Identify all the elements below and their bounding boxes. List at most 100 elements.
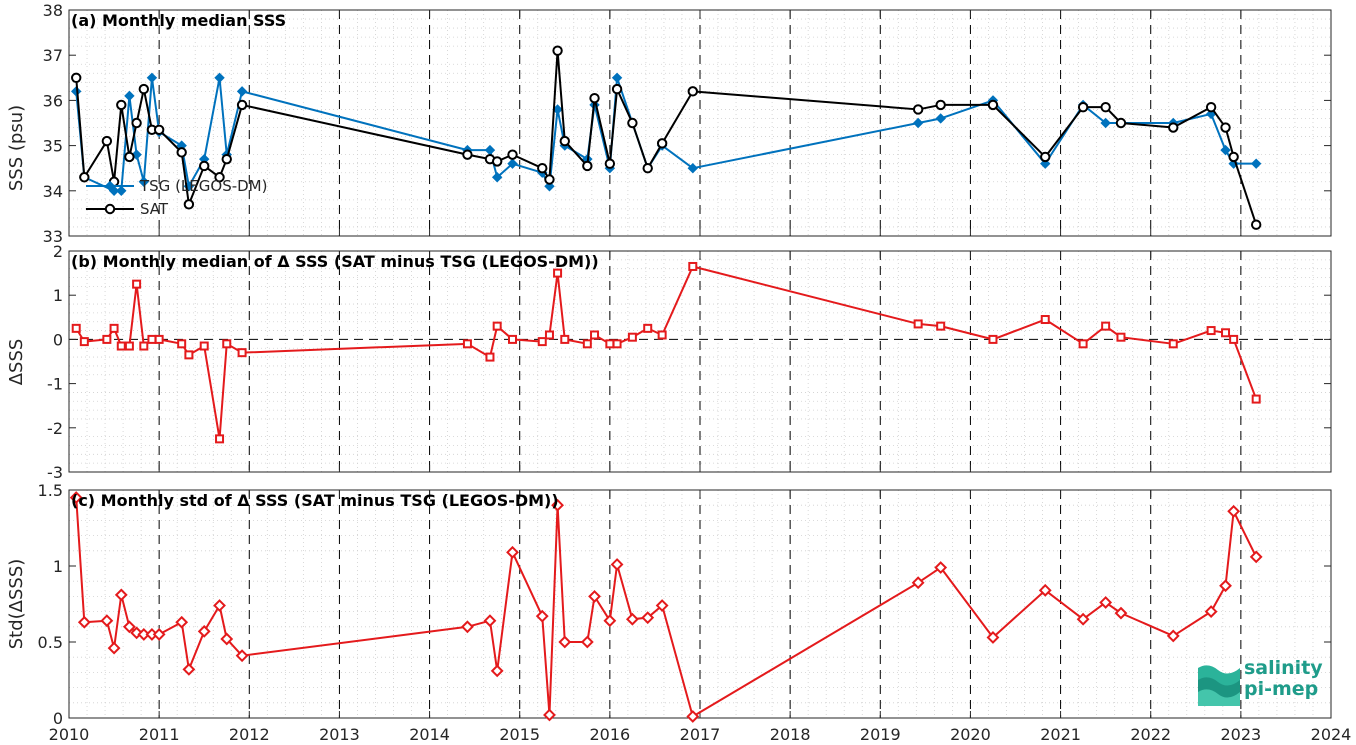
- panel-a-sat-point: [604, 158, 616, 169]
- panel-c-delta-point: [1076, 612, 1090, 626]
- panel-b-delta-point: [544, 330, 554, 340]
- panel-c-delta-point: [182, 662, 196, 676]
- panel-a-sat-point: [1077, 101, 1089, 113]
- panel-a-sat-point: [71, 72, 82, 84]
- wave-icon: [1198, 665, 1240, 706]
- panel-b-delta-point: [988, 334, 998, 344]
- panel-c-delta-point: [580, 635, 594, 649]
- panel-b-delta-point: [508, 334, 518, 344]
- panel-a-sat-point: [656, 138, 668, 149]
- panel-a-sat-point: [1228, 151, 1239, 163]
- salinity-pi-mep-logo: salinity pi-mep: [1196, 658, 1326, 708]
- panel-b-delta-point: [222, 339, 232, 349]
- panel-a-sat-point: [552, 45, 563, 56]
- panel-a-sat-point: [153, 124, 165, 135]
- panel-a-sat-point: [138, 83, 150, 95]
- panel-a-sat-point: [912, 104, 924, 115]
- panel-c-delta-point: [235, 649, 249, 663]
- panel-b-delta-point: [627, 332, 637, 342]
- xtick-label: 2015: [499, 725, 540, 744]
- panel-b-delta-point: [582, 339, 592, 349]
- panel-b-delta-point: [124, 341, 134, 351]
- panel-c-delta-point: [213, 599, 226, 612]
- panel-b-ytick-label: -1: [47, 375, 63, 394]
- panel-a-tsg-point: [1250, 158, 1262, 169]
- panel-a-ytick-label: 36: [43, 91, 63, 110]
- logo-line-2: pi-mep: [1244, 678, 1319, 700]
- panel-c-delta-point: [69, 491, 83, 505]
- panel-b-delta-point: [1229, 334, 1239, 344]
- panel-a-ytick-label: 38: [43, 1, 63, 20]
- panel-c-delta-point: [107, 641, 121, 655]
- panel-b-delta-point: [492, 321, 502, 331]
- panel-c-ytick-label: 0.5: [38, 633, 63, 652]
- legend-sat-label: SAT: [140, 200, 169, 218]
- panel-c-delta-point: [911, 576, 925, 590]
- panel-b-title: (b) Monthly median of Δ SSS (SAT minus T…: [71, 252, 599, 271]
- panel-c-delta-point: [655, 599, 669, 612]
- panel-a-tsg-point: [912, 117, 924, 129]
- xtick-label: 2022: [1130, 725, 1171, 744]
- panel-a-sat-point: [987, 99, 999, 111]
- panel-a-sat-line: [75, 49, 1258, 226]
- panel-c-ytick-label: 0: [53, 709, 63, 728]
- panel-c-ytick-label: 1.5: [38, 481, 63, 500]
- panel-a-tsg-point: [214, 72, 225, 84]
- panel-c-delta-point: [1099, 596, 1113, 609]
- xtick-label: 2010: [49, 725, 90, 744]
- panel-a-ylabel: SSS (psu): [6, 105, 27, 191]
- panel-b-delta-point: [139, 341, 149, 351]
- panel-a-tsg-point: [124, 90, 135, 102]
- panel-b-delta-point: [936, 321, 946, 331]
- xtick-label: 2017: [680, 725, 721, 744]
- panel-b-delta-point: [1116, 332, 1126, 342]
- panel-c-delta-point: [551, 498, 564, 512]
- panel-a-sat-point: [1250, 219, 1262, 230]
- xtick-label: 2021: [1040, 725, 1081, 744]
- xtick-label: 2013: [319, 725, 360, 744]
- panel-c-delta-point: [77, 615, 91, 629]
- panel-a-sat-point: [935, 99, 946, 111]
- panel-c-delta-point: [1227, 504, 1241, 518]
- panel-c-delta-point: [152, 627, 166, 641]
- panel-a-sat-point: [611, 83, 623, 95]
- panel-a-sat-point: [589, 92, 600, 104]
- panel-b-delta-point: [590, 330, 600, 340]
- xtick-label: 2024: [1311, 725, 1352, 744]
- panel-a-tsg-point: [491, 172, 503, 183]
- panel-a-sat-point: [642, 163, 653, 174]
- panel-a-sat-point: [1205, 101, 1217, 113]
- panel-c-delta-point: [1038, 583, 1052, 597]
- panel-b-delta-point: [537, 337, 547, 347]
- panel-a-tsg-point: [1220, 144, 1231, 156]
- panel-a-tsg-point: [1100, 117, 1111, 129]
- panel-c-delta-point: [490, 664, 504, 678]
- panel-a-tsg-point: [138, 176, 150, 187]
- panel-c-delta-point: [506, 545, 519, 559]
- panel-a-sat-point: [582, 160, 593, 172]
- panel-b-ytick-label: 0: [53, 330, 63, 349]
- panel-b-delta-point: [1101, 321, 1111, 331]
- panel-b-delta-point: [109, 323, 119, 333]
- panel-b-delta-point: [154, 334, 164, 344]
- panel-c-delta-point: [1166, 629, 1180, 643]
- panel-a-sat-point: [131, 117, 142, 129]
- panel-a-sat-point: [79, 172, 90, 183]
- panel-b-delta-point: [102, 334, 112, 344]
- panel-c-delta-point: [220, 632, 234, 646]
- panel-a-sat-point: [183, 199, 195, 210]
- panel-c-delta-point: [1114, 606, 1128, 620]
- panel-c-delta-point: [558, 635, 572, 649]
- panel-a-ytick-label: 37: [43, 46, 63, 65]
- legend-tsg-label: TSG (LEGOS-DM): [139, 177, 267, 195]
- panel-a: SSS (psu) 33 34 35 36 37 38 (a) Monthly median…: [6, 1, 1332, 246]
- panel-a-sat-point: [214, 172, 225, 183]
- panel-b-delta-point: [1078, 339, 1088, 349]
- panel-a-tsg-point: [146, 72, 158, 84]
- panel-b-delta-point: [199, 341, 209, 351]
- panel-c-delta-point: [114, 588, 128, 602]
- panel-a-sat-point: [101, 135, 113, 147]
- panel-b-delta-point: [1040, 315, 1050, 325]
- panel-c-delta-point: [686, 710, 700, 723]
